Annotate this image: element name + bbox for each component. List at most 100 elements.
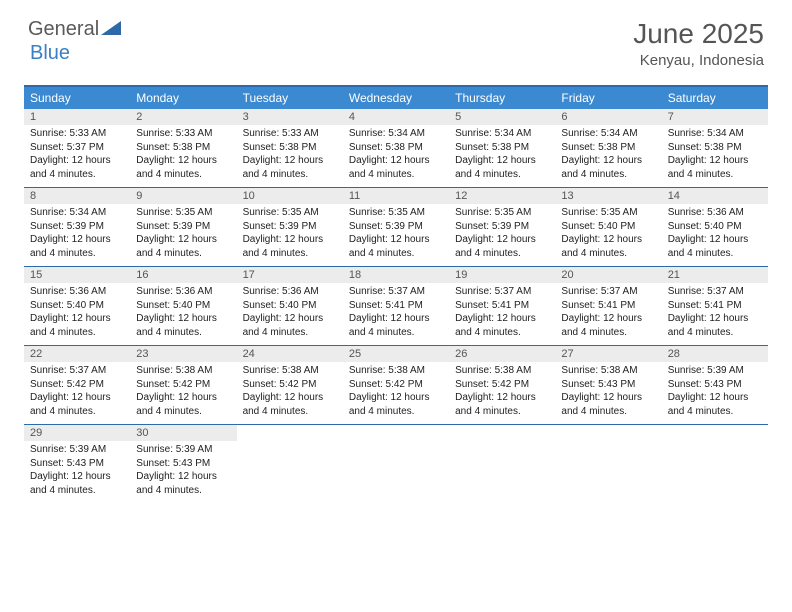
daylight-line: Daylight: 12 hours and 4 minutes. xyxy=(561,312,655,339)
sunrise-line: Sunrise: 5:37 AM xyxy=(668,285,762,299)
daylight-line: Daylight: 12 hours and 4 minutes. xyxy=(561,391,655,418)
sunset-line: Sunset: 5:41 PM xyxy=(349,299,443,313)
sunset-line: Sunset: 5:40 PM xyxy=(668,220,762,234)
sunset-line: Sunset: 5:40 PM xyxy=(561,220,655,234)
sunrise-line: Sunrise: 5:34 AM xyxy=(668,127,762,141)
day-cell: 1Sunrise: 5:33 AMSunset: 5:37 PMDaylight… xyxy=(24,109,130,187)
sunset-line: Sunset: 5:38 PM xyxy=(243,141,337,155)
day-cell: 12Sunrise: 5:35 AMSunset: 5:39 PMDayligh… xyxy=(449,188,555,266)
week-row: 29 Sunrise: 5:39 AMSunset: 5:43 PMDayligh… xyxy=(24,424,768,503)
day-data: Sunrise: 5:38 AMSunset: 5:43 PMDaylight:… xyxy=(555,362,661,424)
sunrise-line: Sunrise: 5:38 AM xyxy=(136,364,230,378)
day-number: 30 xyxy=(130,425,236,441)
logo-triangle-icon xyxy=(101,19,121,40)
day-cell: 19Sunrise: 5:37 AMSunset: 5:41 PMDayligh… xyxy=(449,267,555,345)
day-cell: 29Sunrise: 5:39 AMSunset: 5:43 PMDayligh… xyxy=(24,425,130,503)
day-data: Sunrise: 5:35 AMSunset: 5:39 PMDaylight:… xyxy=(130,204,236,266)
day-number: 16 xyxy=(130,267,236,283)
day-data: Sunrise: 5:33 AMSunset: 5:37 PMDaylight:… xyxy=(24,125,130,187)
month-title: June 2025 xyxy=(633,18,764,50)
week-row: 1Sunrise: 5:33 AMSunset: 5:37 PMDaylight… xyxy=(24,109,768,187)
day-cell: 6Sunrise: 5:34 AMSunset: 5:38 PMDaylight… xyxy=(555,109,661,187)
daylight-line: Daylight: 12 hours and 4 minutes. xyxy=(455,391,549,418)
day-number: 26 xyxy=(449,346,555,362)
week-row: 15Sunrise: 5:36 AMSunset: 5:40 PMDayligh… xyxy=(24,266,768,345)
day-cell: 3Sunrise: 5:33 AMSunset: 5:38 PMDaylight… xyxy=(237,109,343,187)
day-cell: 18Sunrise: 5:37 AMSunset: 5:41 PMDayligh… xyxy=(343,267,449,345)
sunrise-line: Sunrise: 5:35 AM xyxy=(561,206,655,220)
day-cell: 7Sunrise: 5:34 AMSunset: 5:38 PMDaylight… xyxy=(662,109,768,187)
daylight-line: Daylight: 12 hours and 4 minutes. xyxy=(136,470,230,497)
day-number: 1 xyxy=(24,109,130,125)
day-data: Sunrise: 5:33 AMSunset: 5:38 PMDaylight:… xyxy=(237,125,343,187)
day-number: 23 xyxy=(130,346,236,362)
day-cell: 5Sunrise: 5:34 AMSunset: 5:38 PMDaylight… xyxy=(449,109,555,187)
day-cell: .. xyxy=(237,425,343,503)
daylight-line: Daylight: 12 hours and 4 minutes. xyxy=(243,312,337,339)
daylight-line: Daylight: 12 hours and 4 minutes. xyxy=(455,154,549,181)
day-number: 10 xyxy=(237,188,343,204)
day-header: Wednesday xyxy=(343,87,449,109)
sunset-line: Sunset: 5:41 PM xyxy=(561,299,655,313)
sunset-line: Sunset: 5:43 PM xyxy=(136,457,230,471)
day-number: 29 xyxy=(24,425,130,441)
day-cell: 14Sunrise: 5:36 AMSunset: 5:40 PMDayligh… xyxy=(662,188,768,266)
daylight-line: Daylight: 12 hours and 4 minutes. xyxy=(349,154,443,181)
calendar-body: 1Sunrise: 5:33 AMSunset: 5:37 PMDaylight… xyxy=(24,109,768,503)
day-header: Saturday xyxy=(662,87,768,109)
daylight-line: Daylight: 12 hours and 4 minutes. xyxy=(136,233,230,260)
sunset-line: Sunset: 5:37 PM xyxy=(30,141,124,155)
calendar: SundayMondayTuesdayWednesdayThursdayFrid… xyxy=(24,85,768,503)
sunrise-line: Sunrise: 5:39 AM xyxy=(136,443,230,457)
sunrise-line: Sunrise: 5:33 AM xyxy=(30,127,124,141)
daylight-line: Daylight: 12 hours and 4 minutes. xyxy=(243,154,337,181)
day-cell: 17Sunrise: 5:36 AMSunset: 5:40 PMDayligh… xyxy=(237,267,343,345)
sunrise-line: Sunrise: 5:38 AM xyxy=(349,364,443,378)
day-number: 17 xyxy=(237,267,343,283)
day-number: 25 xyxy=(343,346,449,362)
day-data: Sunrise: 5:34 AMSunset: 5:39 PMDaylight:… xyxy=(24,204,130,266)
sunrise-line: Sunrise: 5:38 AM xyxy=(455,364,549,378)
daylight-line: Daylight: 12 hours and 4 minutes. xyxy=(349,233,443,260)
daylight-line: Daylight: 12 hours and 4 minutes. xyxy=(349,312,443,339)
sunset-line: Sunset: 5:42 PM xyxy=(30,378,124,392)
day-data: Sunrise: 5:35 AMSunset: 5:39 PMDaylight:… xyxy=(449,204,555,266)
day-cell: .. xyxy=(449,425,555,503)
daylight-line: Daylight: 12 hours and 4 minutes. xyxy=(136,391,230,418)
day-data: Sunrise: 5:35 AMSunset: 5:39 PMDaylight:… xyxy=(343,204,449,266)
daylight-line: Daylight: 12 hours and 4 minutes. xyxy=(243,391,337,418)
daylight-line: Daylight: 12 hours and 4 minutes. xyxy=(30,391,124,418)
day-data: Sunrise: 5:34 AMSunset: 5:38 PMDaylight:… xyxy=(555,125,661,187)
day-cell: 26Sunrise: 5:38 AMSunset: 5:42 PMDayligh… xyxy=(449,346,555,424)
day-number: 6 xyxy=(555,109,661,125)
day-number: 21 xyxy=(662,267,768,283)
day-number: 12 xyxy=(449,188,555,204)
day-data: Sunrise: 5:35 AMSunset: 5:40 PMDaylight:… xyxy=(555,204,661,266)
sunset-line: Sunset: 5:38 PM xyxy=(136,141,230,155)
logo-word1: General xyxy=(28,18,99,41)
sunrise-line: Sunrise: 5:37 AM xyxy=(455,285,549,299)
day-data: Sunrise: 5:37 AMSunset: 5:42 PMDaylight:… xyxy=(24,362,130,424)
day-cell: 21Sunrise: 5:37 AMSunset: 5:41 PMDayligh… xyxy=(662,267,768,345)
sunrise-line: Sunrise: 5:37 AM xyxy=(30,364,124,378)
day-cell: .. xyxy=(343,425,449,503)
sunset-line: Sunset: 5:39 PM xyxy=(243,220,337,234)
sunrise-line: Sunrise: 5:34 AM xyxy=(349,127,443,141)
day-data: Sunrise: 5:36 AMSunset: 5:40 PMDaylight:… xyxy=(662,204,768,266)
day-cell: 25Sunrise: 5:38 AMSunset: 5:42 PMDayligh… xyxy=(343,346,449,424)
daylight-line: Daylight: 12 hours and 4 minutes. xyxy=(561,154,655,181)
sunrise-line: Sunrise: 5:34 AM xyxy=(30,206,124,220)
day-data: Sunrise: 5:38 AMSunset: 5:42 PMDaylight:… xyxy=(130,362,236,424)
sunrise-line: Sunrise: 5:34 AM xyxy=(455,127,549,141)
sunrise-line: Sunrise: 5:33 AM xyxy=(243,127,337,141)
sunrise-line: Sunrise: 5:35 AM xyxy=(455,206,549,220)
sunset-line: Sunset: 5:43 PM xyxy=(561,378,655,392)
sunset-line: Sunset: 5:38 PM xyxy=(668,141,762,155)
daylight-line: Daylight: 12 hours and 4 minutes. xyxy=(668,233,762,260)
day-cell: 22Sunrise: 5:37 AMSunset: 5:42 PMDayligh… xyxy=(24,346,130,424)
sunrise-line: Sunrise: 5:33 AM xyxy=(136,127,230,141)
day-data: Sunrise: 5:37 AMSunset: 5:41 PMDaylight:… xyxy=(343,283,449,345)
day-header: Thursday xyxy=(449,87,555,109)
sunset-line: Sunset: 5:40 PM xyxy=(136,299,230,313)
sunrise-line: Sunrise: 5:36 AM xyxy=(30,285,124,299)
